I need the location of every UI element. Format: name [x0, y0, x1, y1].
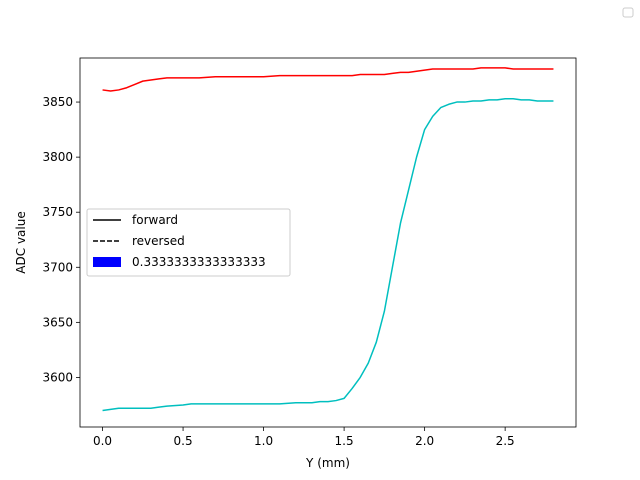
plot-area	[102, 67, 554, 412]
corner-legend-box	[622, 7, 634, 18]
y-tick-label: 3750	[42, 205, 73, 219]
legend-patch-label: 0.3333333333333333	[132, 255, 266, 269]
legend-patch-swatch	[93, 257, 121, 267]
legend-reversed-label: reversed	[132, 234, 185, 248]
y-tick-label: 3700	[42, 260, 73, 274]
series-line-1	[102, 67, 554, 92]
x-tick-label: 1.5	[335, 434, 354, 448]
x-axis-ticks: 0.0 0.5 1.0 1.5 2.0 2.5	[93, 427, 515, 448]
x-tick-label: 2.0	[415, 434, 434, 448]
y-tick-label: 3650	[42, 315, 73, 329]
y-tick-label: 3800	[42, 150, 73, 164]
x-axis-label: Y (mm)	[305, 456, 350, 470]
axes-frame	[79, 57, 577, 428]
y-tick-label: 3600	[42, 370, 73, 384]
x-tick-label: 1.0	[254, 434, 273, 448]
x-tick-label: 0.0	[93, 434, 112, 448]
y-tick-label: 3850	[42, 95, 73, 109]
x-tick-label: 0.5	[174, 434, 193, 448]
legend-box	[86, 208, 291, 277]
series-line-2	[102, 98, 554, 412]
y-axis-label: ADC value	[14, 211, 28, 273]
legend-forward-label: forward	[132, 213, 178, 227]
y-axis-ticks: 3600 3650 3700 3750 3800 3850	[42, 95, 80, 384]
legend: forward reversed 0.3333333333333333	[86, 208, 291, 277]
x-tick-label: 2.5	[496, 434, 515, 448]
